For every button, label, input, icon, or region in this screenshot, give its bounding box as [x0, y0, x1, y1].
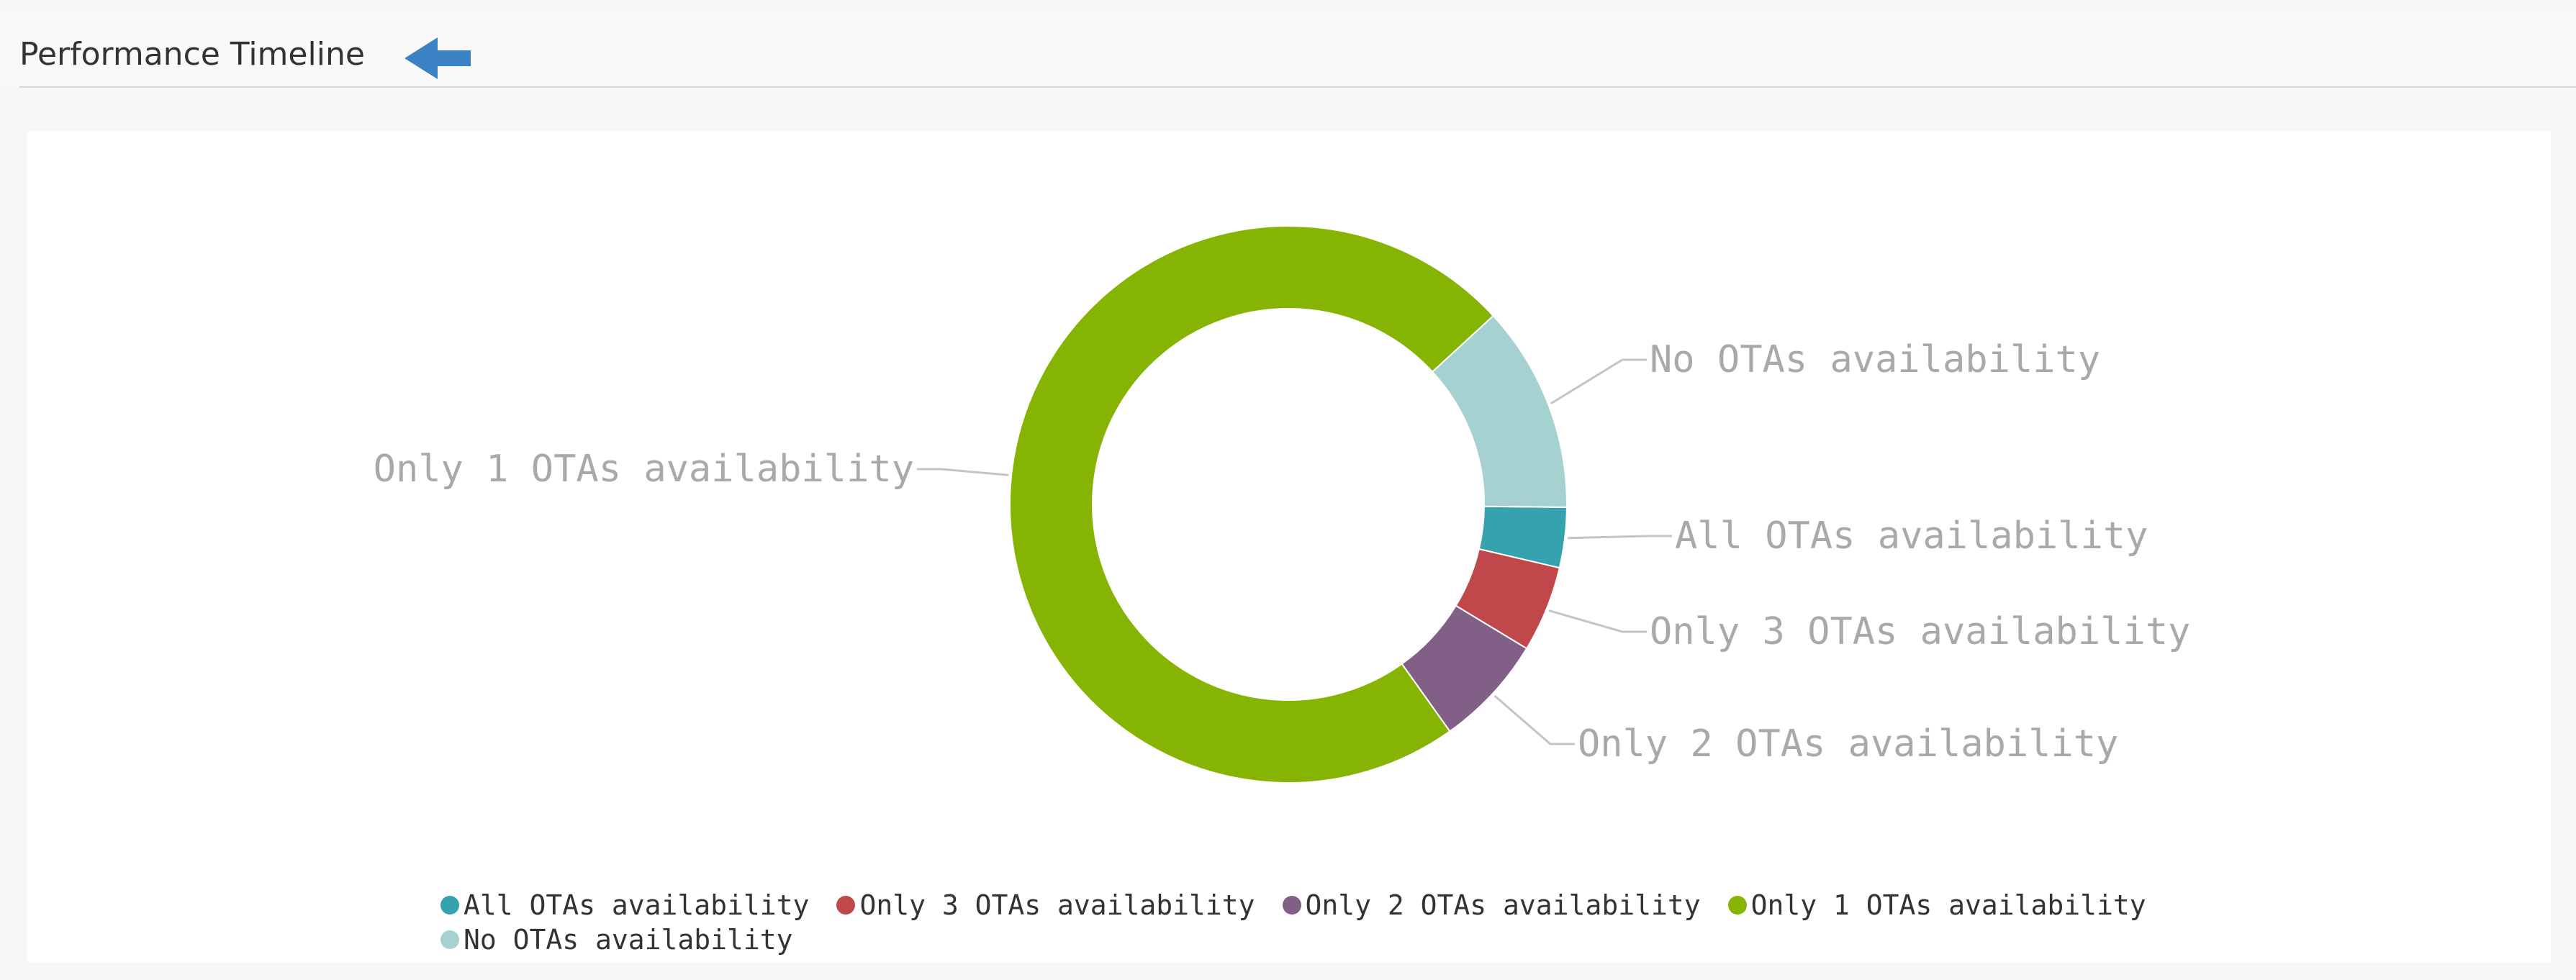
slice-label-only-3-otas-availability: Only 3 OTAs availability	[1650, 610, 2190, 653]
slice-label-all-otas-availability: All OTAs availability	[1675, 514, 2148, 558]
legend-item-only-1-otas[interactable]: Only 1 OTAs availability	[1727, 889, 2146, 921]
legend-dot-icon	[440, 930, 459, 949]
slice-labels: All OTAs availability Only 3 OTAs availab…	[374, 338, 2191, 766]
left-arrow-icon[interactable]	[403, 35, 472, 82]
leader-line-only-3-otas-availability	[1548, 609, 1647, 633]
legend-dot-icon	[440, 896, 459, 915]
header-bar: Performance Timeline	[0, 13, 2576, 88]
page-title: Performance Timeline	[19, 36, 365, 73]
legend-dot-icon	[1727, 896, 1747, 915]
leader-line-no-otas-availability	[1550, 358, 1647, 404]
legend-label: No OTAs availability	[464, 924, 793, 956]
donut-slices	[1009, 225, 1568, 784]
header-divider	[19, 86, 2576, 88]
legend-label: Only 3 OTAs availability	[859, 889, 1255, 921]
legend-label: Only 1 OTAs availability	[1750, 889, 2146, 921]
slice-label-no-otas-availability: No OTAs availability	[1650, 338, 2100, 381]
leader-line-only-2-otas-availability	[1493, 694, 1575, 745]
label-leader-lines	[917, 358, 1672, 745]
left-arrow-shape	[405, 37, 471, 79]
legend-row-2: No OTAs availability	[440, 922, 2168, 957]
legend-label: All OTAs availability	[464, 889, 810, 921]
slice-only-1-otas-availability[interactable]	[1009, 225, 1495, 784]
slice-label-only-1-otas-availability: Only 1 OTAs availability	[374, 448, 914, 491]
legend-item-only-2-otas[interactable]: Only 2 OTAs availability	[1282, 889, 1701, 921]
slice-label-only-2-otas-availability: Only 2 OTAs availability	[1578, 722, 2118, 766]
donut-chart: All OTAs availability Only 3 OTAs availab…	[374, 225, 2191, 784]
legend-item-only-3-otas[interactable]: Only 3 OTAs availability	[836, 889, 1255, 921]
chart-legend: All OTAs availability Only 3 OTAs availa…	[440, 888, 2168, 957]
legend-item-all-otas[interactable]: All OTAs availability	[440, 889, 809, 921]
leader-line-all-otas-availability	[1568, 535, 1672, 540]
legend-dot-icon	[836, 896, 856, 915]
chart-panel: All OTAs availability Only 3 OTAs availab…	[27, 131, 2551, 963]
legend-item-no-otas[interactable]: No OTAs availability	[440, 924, 793, 956]
legend-label: Only 2 OTAs availability	[1305, 889, 1701, 921]
slice-no-otas-availability[interactable]	[1431, 314, 1568, 508]
legend-row-1: All OTAs availability Only 3 OTAs availa…	[440, 888, 2168, 922]
legend-dot-icon	[1282, 896, 1301, 915]
leader-line-only-1-otas-availability	[917, 468, 1009, 476]
